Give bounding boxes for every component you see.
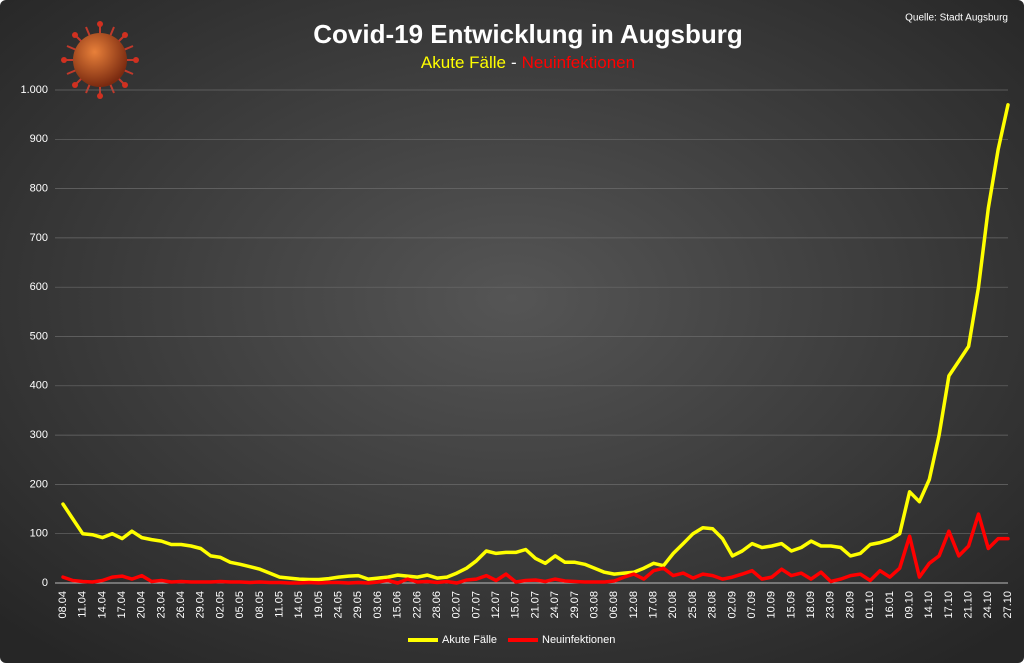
x-tick-label: 01.10 (864, 591, 876, 619)
x-tick-label: 18.09 (805, 591, 817, 619)
virus-icon (61, 21, 139, 99)
x-tick-label: 08.05 (254, 591, 266, 619)
source: Quelle: Stadt Augsburg (905, 13, 1008, 24)
x-tick-label: 11.05 (273, 591, 285, 618)
x-tick-label: 16.01 (884, 591, 896, 619)
y-tick-label: 700 (30, 232, 48, 244)
series-line (61, 512, 1010, 585)
x-tick-label: 15.09 (785, 591, 797, 619)
y-tick-label: 1.000 (20, 84, 48, 96)
x-tick-label: 12.07 (490, 591, 502, 619)
legend-label: Akute Fälle (442, 634, 497, 646)
x-tick-label: 08.04 (57, 591, 69, 619)
series-line (61, 103, 1010, 582)
x-tick-label: 23.09 (825, 591, 837, 619)
x-tick-label: 28.06 (431, 591, 443, 619)
x-tick-label: 19.05 (313, 591, 325, 619)
x-tick-label: 09.10 (903, 591, 915, 619)
y-tick-label: 500 (30, 330, 48, 342)
x-tick-label: 17.08 (648, 591, 660, 619)
x-tick-label: 02.05 (214, 591, 226, 619)
x-tick-label: 14.05 (293, 591, 305, 619)
subtitle-part: Neuinfektionen (522, 53, 635, 72)
x-tick-label: 20.04 (136, 591, 148, 619)
x-tick-label: 23.04 (155, 591, 167, 619)
x-tick-label: 07.09 (746, 591, 758, 619)
y-tick-label: 800 (30, 183, 48, 195)
x-tick-label: 03.08 (588, 591, 600, 619)
y-tick-label: 0 (42, 577, 48, 589)
x-tick-label: 27.10 (1002, 591, 1014, 619)
x-tick-label: 11.04 (77, 591, 89, 618)
x-tick-label: 28.09 (844, 591, 856, 619)
x-tick-label: 25.08 (687, 591, 699, 619)
chart-subtitle: Akute Fälle - Neuinfektionen (421, 53, 635, 72)
x-tick-label: 14.04 (96, 591, 108, 619)
y-tick-label: 900 (30, 133, 48, 145)
x-tick-label: 28.08 (707, 591, 719, 619)
x-tick-label: 24.07 (549, 591, 561, 619)
x-tick-label: 03.06 (372, 591, 384, 619)
x-tick-label: 24.10 (982, 591, 994, 619)
x-tick-label: 14.10 (923, 591, 935, 619)
y-tick-label: 200 (30, 478, 48, 490)
x-tick-label: 29.05 (352, 591, 364, 619)
x-tick-label: 05.05 (234, 591, 246, 619)
x-tick-label: 26.04 (175, 591, 187, 619)
x-tick-label: 29.07 (569, 591, 581, 619)
x-tick-label: 21.10 (963, 591, 975, 619)
x-tick-label: 24.05 (333, 591, 345, 619)
subtitle-part: - (511, 53, 517, 72)
legend-label: Neuinfektionen (542, 634, 615, 646)
x-tick-label: 12.08 (628, 591, 640, 619)
x-tick-label: 22.06 (411, 591, 423, 619)
x-tick-label: 10.09 (766, 591, 778, 619)
subtitle-part: Akute Fälle (421, 53, 506, 72)
y-tick-label: 400 (30, 380, 48, 392)
x-tick-label: 06.08 (608, 591, 620, 619)
x-tick-label: 15.06 (392, 591, 404, 619)
x-tick-label: 17.04 (116, 591, 128, 619)
x-tick-label: 17.10 (943, 591, 955, 619)
x-tick-label: 15.07 (510, 591, 522, 619)
x-tick-label: 02.09 (726, 591, 738, 619)
y-tick-label: 100 (30, 528, 48, 540)
x-tick-label: 21.07 (529, 591, 541, 619)
x-tick-label: 07.07 (470, 591, 482, 619)
x-tick-label: 20.08 (667, 591, 679, 619)
y-tick-label: 600 (30, 281, 48, 293)
x-tick-label: 02.07 (451, 591, 463, 619)
x-tick-label: 29.04 (195, 591, 207, 619)
chart-title: Covid-19 Entwicklung in Augsburg (313, 19, 743, 49)
y-tick-label: 300 (30, 429, 48, 441)
